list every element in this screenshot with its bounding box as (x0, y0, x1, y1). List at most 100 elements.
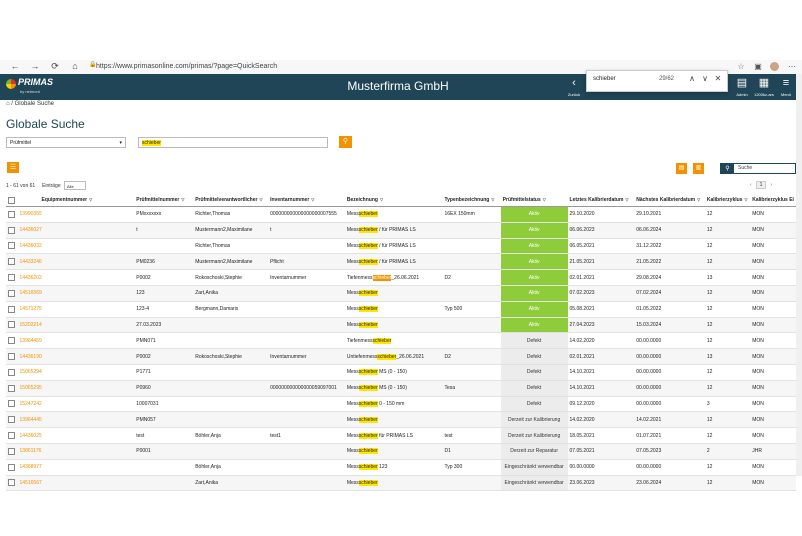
page-scrollbar[interactable] (796, 74, 802, 476)
table-row[interactable]: 14436032 Richter,Thomas Messschieber / für… (6, 238, 796, 255)
table-row[interactable]: 14436190 P0002 Rokoschoski,Stephie Inventar… (6, 348, 796, 365)
table-row[interactable]: 14516569 123 Zart,Anika Messschieber Aktiv 07… (6, 285, 796, 302)
filter-icon[interactable]: ▽ (379, 197, 384, 202)
filter-icon[interactable]: ▽ (89, 197, 93, 202)
table-row[interactable]: 14436027 t Mustermann2,Maximilane t Messschi… (6, 222, 796, 239)
equipment-number-link[interactable]: 15247242 (17, 396, 135, 413)
filter-icon[interactable]: ▽ (625, 197, 629, 202)
filter-icon[interactable]: ▽ (697, 197, 701, 202)
column-header[interactable]: Bezeichnung ▽ (344, 194, 443, 207)
filter-icon[interactable]: ▽ (542, 197, 546, 202)
table-row[interactable]: 14368977 Böhler,Anja Messschieber 123 Typ 3… (6, 459, 796, 476)
table-row[interactable]: 13964459 PMN071 Tiefenmessschieber Defekt 14… (6, 332, 796, 350)
row-checkbox[interactable] (8, 353, 15, 361)
equipment-number-link[interactable]: 14436032 (17, 238, 135, 255)
row-checkbox[interactable] (8, 242, 15, 250)
row-checkbox[interactable] (8, 305, 15, 313)
column-header[interactable]: Prüfmittelnummer ▽ (134, 194, 194, 207)
column-header[interactable]: Prüfmittelverantwortlicher ▽ (193, 194, 269, 207)
equipment-number-link[interactable]: 14436027 (17, 222, 135, 239)
favorites-icon[interactable]: ☆ (737, 62, 745, 71)
entries-select[interactable]: Alle (64, 181, 86, 190)
table-row[interactable]: 14436025 test Böhler,Anja test1 Messschieber… (6, 427, 796, 444)
column-header[interactable]: Kalibrierzyklus Ei (750, 194, 796, 207)
column-header[interactable]: Equipmentnummer ▽ (17, 194, 135, 207)
row-checkbox[interactable] (8, 321, 15, 329)
search-icon[interactable]: ⚲ (721, 164, 734, 174)
list-view-button[interactable]: ☰ (7, 162, 19, 173)
equipment-number-link[interactable]: 14516569 (17, 285, 135, 302)
column-header[interactable]: Prüfmittelstatus ▽ (500, 194, 568, 207)
menu-button[interactable]: ≡ Menü (775, 77, 797, 97)
filter-icon[interactable]: ▽ (491, 197, 495, 202)
home-icon[interactable]: ⌂ (72, 61, 78, 71)
equipment-number-link[interactable]: 15065295 (17, 380, 135, 397)
equipment-number-link[interactable]: 13861176 (17, 443, 135, 460)
equipment-number-link[interactable]: 14571275 (17, 301, 135, 318)
row-checkbox[interactable] (8, 384, 15, 392)
filter-icon[interactable]: ▽ (744, 197, 748, 202)
row-checkbox[interactable] (8, 400, 15, 408)
column-header[interactable]: Kalibrierzyklus ▽ (704, 194, 751, 207)
primas-logo[interactable]: PRIMAS by netmont (6, 77, 66, 97)
table-row[interactable]: 15202214 27.03.2023 Messschieber Aktiv 27.04… (6, 317, 796, 334)
back-icon[interactable]: ← (10, 61, 20, 71)
filter-icon[interactable]: ▽ (311, 197, 315, 202)
column-settings-button[interactable]: ▥ (693, 163, 704, 174)
address-bar[interactable]: https://www.primasonline.com/primas/?pag… (96, 63, 278, 70)
column-header[interactable]: Typenbezeichnung ▽ (442, 194, 501, 207)
next-page-icon[interactable]: › (770, 182, 773, 188)
equipment-number-link[interactable]: 15065294 (17, 364, 135, 381)
row-checkbox[interactable] (8, 210, 15, 218)
reload-icon[interactable]: ⟳ (51, 61, 59, 71)
equipment-number-link[interactable]: 14516567 (17, 475, 135, 492)
column-header[interactable]: Letztes Kalibrierdatum ▽ (567, 194, 635, 207)
row-checkbox[interactable] (8, 289, 15, 297)
location-button[interactable]: ▦ 1200kz-ars (753, 77, 775, 97)
find-next-icon[interactable]: ∨ (702, 74, 708, 83)
back-button[interactable]: ‹ Zurück (563, 77, 585, 97)
prev-page-icon[interactable]: ‹ (750, 182, 752, 188)
row-checkbox[interactable] (8, 258, 15, 266)
row-checkbox[interactable] (8, 274, 15, 282)
category-select[interactable]: Prüfmittel ▾ (6, 137, 126, 148)
table-row[interactable]: 14571275 123-4 Bergmann,Damaris Messschiebe… (6, 301, 796, 318)
column-header[interactable]: Nächstes Kalibrierdatum ▽ (634, 194, 705, 207)
more-icon[interactable]: ⋯ (788, 62, 796, 71)
table-search[interactable]: ⚲ Suche (720, 163, 796, 174)
find-close-icon[interactable]: ✕ (714, 74, 722, 83)
table-row[interactable]: 13964445 PMN057 Messschieber Derzeit zur Ka… (6, 411, 796, 429)
search-button[interactable]: ⚲ (339, 136, 352, 148)
row-checkbox[interactable] (8, 368, 15, 376)
filter-icon[interactable]: ▽ (259, 197, 263, 202)
equipment-number-link[interactable]: 14436025 (17, 427, 135, 444)
table-row[interactable]: 15065295 P0960 000000000000000059097001 Mes… (6, 380, 796, 397)
row-checkbox[interactable] (8, 447, 15, 455)
row-checkbox[interactable] (8, 479, 15, 487)
filter-icon[interactable]: ▽ (181, 197, 185, 202)
equipment-number-link[interactable]: 13964445 (17, 411, 135, 429)
admin-button[interactable]: ▤ Admin (731, 77, 753, 97)
select-all-checkbox[interactable] (8, 196, 15, 204)
row-checkbox[interactable] (8, 337, 15, 345)
equipment-number-link[interactable]: 13990355 (17, 206, 135, 223)
export-pdf-button[interactable]: ▤ (676, 163, 687, 174)
row-checkbox[interactable] (8, 416, 15, 424)
equipment-number-link[interactable]: 13964459 (17, 332, 135, 350)
global-search-input[interactable]: schieber (138, 137, 328, 148)
table-row[interactable]: 14516567 Zart,Anika Messschieber Eingeschrä… (6, 475, 796, 492)
equipment-number-link[interactable]: 15202214 (17, 317, 135, 334)
row-checkbox[interactable] (8, 463, 15, 471)
row-checkbox[interactable] (8, 432, 15, 440)
collections-icon[interactable]: ▣ (754, 62, 762, 71)
table-row[interactable]: 15247242 10007031 Messschieber 0 - 150 mm D… (6, 396, 796, 413)
column-header[interactable]: Inventarnummer ▽ (268, 194, 345, 207)
profile-avatar[interactable] (770, 62, 779, 71)
find-prev-icon[interactable]: ∧ (689, 74, 695, 83)
table-row[interactable]: 13861176 P0001 Messschieber D1 Derzeit zur R… (6, 443, 796, 460)
page-button[interactable]: 1 (755, 181, 767, 189)
equipment-number-link[interactable]: 14436202 (17, 269, 135, 286)
equipment-number-link[interactable]: 14436190 (17, 348, 135, 365)
table-row[interactable]: 13990355 PMxxxxxxx Richter,Thomas 000000000… (6, 206, 796, 223)
row-checkbox[interactable] (8, 226, 15, 234)
